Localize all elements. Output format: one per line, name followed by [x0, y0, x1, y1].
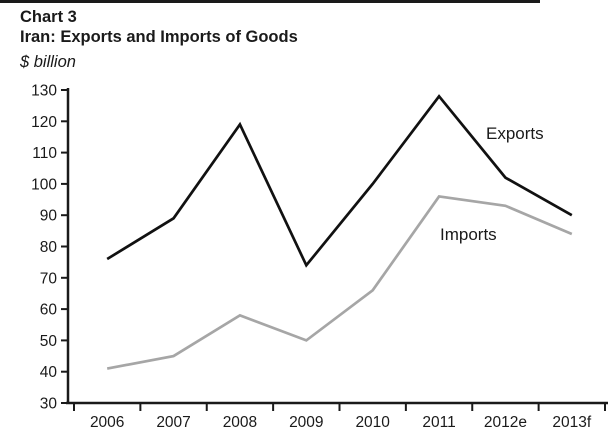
y-tick-label: 130 — [31, 83, 57, 100]
chart-number: Chart 3 — [20, 8, 77, 26]
y-tick-label: 60 — [40, 302, 58, 319]
y-tick-label: 110 — [32, 145, 57, 162]
chart-header: Chart 3 Iran: Exports and Imports of Goo… — [20, 7, 298, 73]
x-tick-label: 2010 — [355, 414, 390, 431]
y-tick-label: 50 — [40, 333, 58, 350]
exports-line — [106, 94, 573, 268]
x-tick-label: 2009 — [289, 414, 323, 431]
y-tick-label: 100 — [31, 176, 57, 193]
chart-title: Iran: Exports and Imports of Goods — [20, 28, 298, 46]
x-tick-label: 2011 — [422, 414, 455, 431]
y-tick-label: 40 — [40, 364, 58, 381]
series-label-imports: Imports — [440, 225, 497, 244]
x-tick-label: 2012e — [484, 414, 527, 431]
y-tick-label: 30 — [40, 396, 58, 413]
top-rule — [0, 0, 540, 3]
y-tick-label: 70 — [40, 270, 58, 287]
x-tick-label: 2013f — [552, 414, 591, 431]
y-tick-label: 90 — [40, 208, 58, 225]
chart-units-label: $ billion — [20, 53, 76, 71]
x-tick-label: 2006 — [90, 414, 124, 431]
y-tick-label: 120 — [31, 114, 57, 131]
x-tick-label: 2007 — [156, 414, 190, 431]
x-tick-label: 2008 — [223, 414, 257, 431]
imports-line — [106, 194, 573, 370]
line-chart: 30 40 50 60 70 80 90 100 110 120 130 2006 2007 2008 20… — [31, 83, 608, 431]
plot-area: 30 40 50 60 70 80 90 100 110 120 130 2006 2007 2008 20… — [0, 78, 611, 436]
y-tick-label: 80 — [40, 239, 58, 256]
series-label-exports: Exports — [486, 124, 544, 143]
